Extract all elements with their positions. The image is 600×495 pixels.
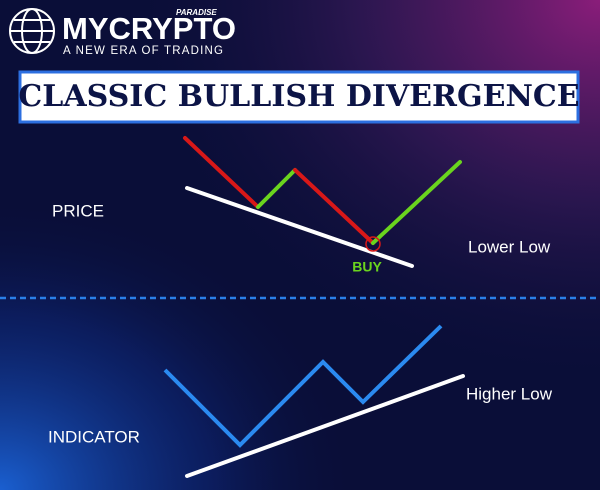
logo-icon: [9, 8, 55, 54]
price-down: [293, 168, 375, 245]
title-box: [18, 70, 580, 124]
title: CLASSIC BULLISH DIVERGENCE: [18, 79, 579, 114]
brand-sub: PARADISE: [176, 8, 217, 17]
price-down: [183, 136, 260, 209]
price-label: PRICE: [52, 201, 104, 220]
indicator-line: [163, 324, 443, 448]
indicator-label: INDICATOR: [48, 427, 140, 446]
price-lines: [183, 136, 462, 268]
tagline: A NEW ERA OF TRADING: [63, 45, 224, 57]
trend-line: [185, 186, 414, 268]
buy-marker: [365, 236, 381, 252]
price-up: [371, 160, 462, 245]
trend-line: [185, 374, 465, 478]
buy-label: BUY: [352, 259, 382, 275]
brand: MYCRYPTO: [62, 11, 236, 46]
price-up: [256, 168, 297, 209]
lower-low-label: Lower Low: [468, 237, 551, 256]
higher-low-label: Higher Low: [466, 384, 553, 403]
